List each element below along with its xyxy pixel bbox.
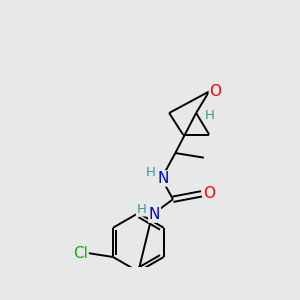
Text: H: H <box>136 203 146 216</box>
Text: O: O <box>203 186 215 201</box>
Text: H: H <box>146 166 156 179</box>
Text: O: O <box>209 84 221 99</box>
Text: Cl: Cl <box>73 246 88 261</box>
Text: N: N <box>157 171 169 186</box>
Text: N: N <box>149 207 160 222</box>
Text: H: H <box>205 109 215 122</box>
